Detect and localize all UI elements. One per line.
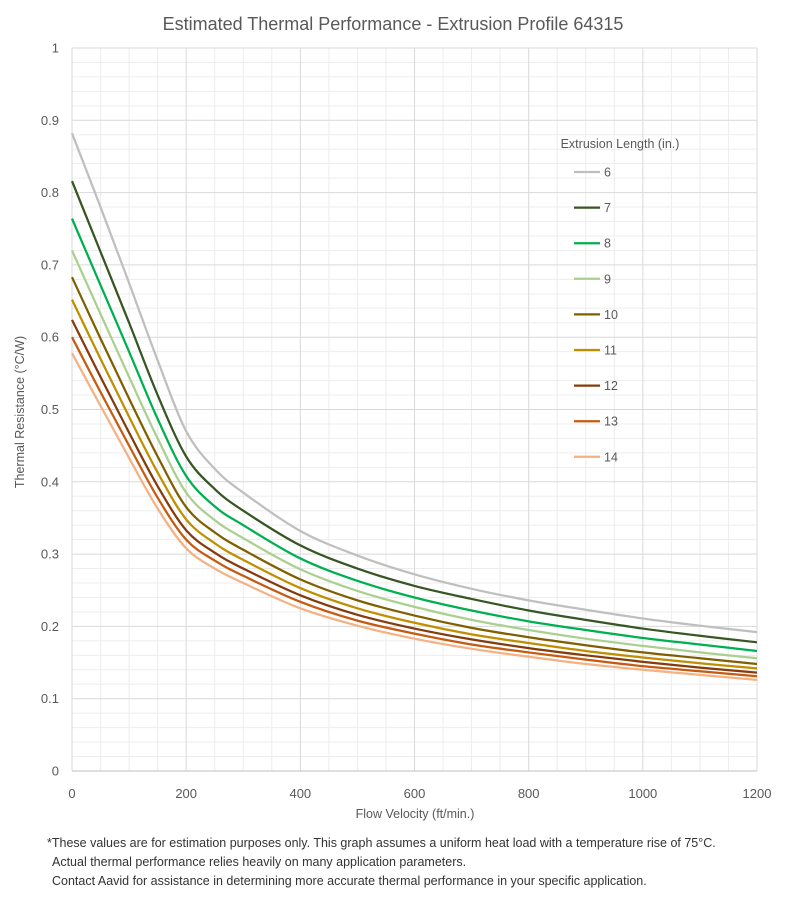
x-tick-label: 400 (289, 786, 311, 801)
legend: Extrusion Length (in.) 6 7 8 9 10 11 12 13 14 (561, 137, 680, 464)
legend-title: Extrusion Length (in.) (561, 137, 680, 151)
x-tick-label: 1000 (628, 786, 657, 801)
x-axis-label: Flow Velocity (ft/min.) (356, 807, 475, 821)
y-axis-tick-labels: 0 0.1 0.2 0.3 0.4 0.5 0.6 0.7 0.8 0.9 1 (41, 41, 59, 779)
series-line-13 (71, 336, 758, 678)
major-gridlines (71, 47, 758, 771)
x-tick-label: 600 (404, 786, 426, 801)
y-tick-label: 0.7 (41, 257, 59, 272)
series-line-9 (70, 249, 758, 660)
y-tick-label: 0.4 (41, 474, 59, 489)
y-tick-label: 0.5 (41, 402, 59, 417)
legend-items: 6 7 8 9 10 11 12 13 14 (574, 166, 618, 464)
y-tick-label: 0.6 (41, 330, 59, 345)
y-tick-label: 0.9 (41, 113, 59, 128)
legend-label-6: 6 (604, 166, 611, 180)
legend-label-10: 10 (604, 308, 618, 322)
series-line-8 (70, 218, 758, 653)
y-axis-label: Thermal Resistance (°C/W) (13, 336, 27, 488)
legend-label-8: 8 (604, 237, 611, 251)
chart-title: Estimated Thermal Performance - Extrusio… (163, 14, 624, 34)
x-axis-tick-labels: 0 200 400 600 800 1000 1200 (68, 786, 771, 801)
series-line-7 (70, 180, 758, 644)
legend-label-7: 7 (604, 201, 611, 215)
footnote-contact: Contact Aavid for assistance in determin… (52, 874, 647, 888)
y-tick-label: 0.3 (41, 547, 59, 562)
y-tick-label: 1 (52, 41, 59, 56)
footnote-parameters: Actual thermal performance relies heavil… (52, 855, 467, 869)
x-tick-label: 800 (518, 786, 540, 801)
series-line-12 (70, 319, 758, 674)
series-line-10 (70, 276, 758, 666)
series-line-14 (71, 352, 758, 682)
series-lines (70, 132, 758, 682)
legend-label-14: 14 (604, 450, 618, 464)
footnote-disclaimer: *These values are for estimation purpose… (47, 836, 716, 850)
legend-label-13: 13 (604, 415, 618, 429)
legend-label-11: 11 (604, 344, 617, 358)
legend-label-9: 9 (604, 272, 611, 286)
x-tick-label: 200 (175, 786, 197, 801)
x-tick-label: 1200 (743, 786, 772, 801)
y-tick-label: 0.2 (41, 619, 59, 634)
y-tick-label: 0.1 (41, 691, 59, 706)
y-tick-label: 0 (52, 764, 59, 779)
series-line-6 (70, 132, 758, 634)
series-line-11 (70, 299, 758, 670)
legend-label-12: 12 (604, 379, 618, 393)
y-tick-label: 0.8 (41, 185, 59, 200)
x-tick-label: 0 (68, 786, 75, 801)
